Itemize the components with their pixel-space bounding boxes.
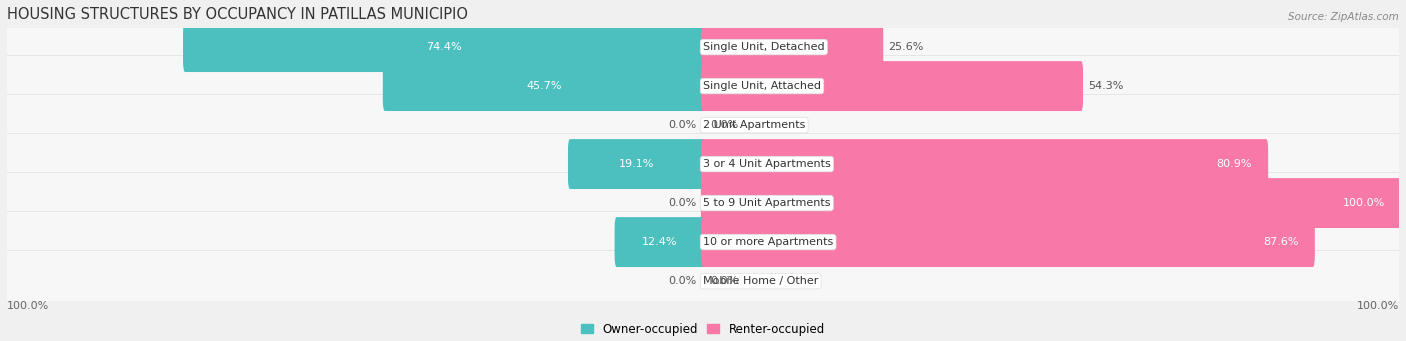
Text: 74.4%: 74.4% [426,42,463,52]
Text: 54.3%: 54.3% [1088,81,1123,91]
FancyBboxPatch shape [4,134,1402,194]
FancyBboxPatch shape [4,251,1402,311]
Text: 100.0%: 100.0% [7,300,49,311]
FancyBboxPatch shape [702,139,1268,189]
FancyBboxPatch shape [702,61,1083,111]
FancyBboxPatch shape [4,17,1402,77]
Text: Single Unit, Attached: Single Unit, Attached [703,81,821,91]
FancyBboxPatch shape [702,178,1402,228]
Legend: Owner-occupied, Renter-occupied: Owner-occupied, Renter-occupied [581,323,825,336]
Text: 100.0%: 100.0% [1357,300,1399,311]
Text: Single Unit, Detached: Single Unit, Detached [703,42,825,52]
FancyBboxPatch shape [614,217,704,267]
Text: 80.9%: 80.9% [1216,159,1253,169]
Text: 0.0%: 0.0% [710,120,738,130]
Text: 0.0%: 0.0% [668,198,696,208]
FancyBboxPatch shape [4,173,1402,234]
Text: HOUSING STRUCTURES BY OCCUPANCY IN PATILLAS MUNICIPIO: HOUSING STRUCTURES BY OCCUPANCY IN PATIL… [7,7,468,22]
Text: 2 Unit Apartments: 2 Unit Apartments [703,120,806,130]
Text: 25.6%: 25.6% [889,42,924,52]
Text: 45.7%: 45.7% [526,81,562,91]
Text: 12.4%: 12.4% [643,237,678,247]
Text: 5 to 9 Unit Apartments: 5 to 9 Unit Apartments [703,198,831,208]
FancyBboxPatch shape [702,22,883,72]
Text: 87.6%: 87.6% [1264,237,1299,247]
Text: Mobile Home / Other: Mobile Home / Other [703,276,818,286]
FancyBboxPatch shape [702,217,1315,267]
Text: 0.0%: 0.0% [668,120,696,130]
Text: 100.0%: 100.0% [1343,198,1385,208]
FancyBboxPatch shape [382,61,704,111]
Text: 3 or 4 Unit Apartments: 3 or 4 Unit Apartments [703,159,831,169]
FancyBboxPatch shape [4,95,1402,155]
FancyBboxPatch shape [568,139,704,189]
FancyBboxPatch shape [4,56,1402,117]
FancyBboxPatch shape [4,212,1402,272]
Text: 10 or more Apartments: 10 or more Apartments [703,237,834,247]
FancyBboxPatch shape [183,22,704,72]
Text: 0.0%: 0.0% [710,276,738,286]
Text: 19.1%: 19.1% [619,159,654,169]
Text: 0.0%: 0.0% [668,276,696,286]
Text: Source: ZipAtlas.com: Source: ZipAtlas.com [1288,12,1399,22]
